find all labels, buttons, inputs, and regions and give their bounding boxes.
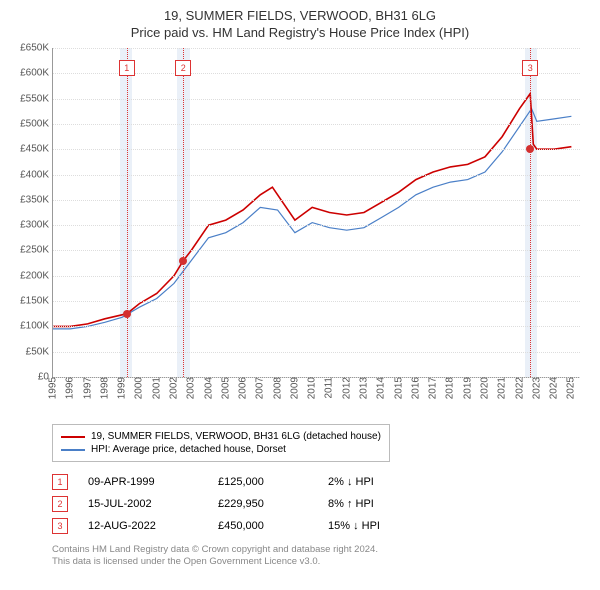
marker-dot — [179, 257, 187, 265]
x-axis-label: 1997 — [82, 377, 93, 403]
marker-vline — [530, 48, 531, 377]
x-axis-label: 2006 — [238, 377, 249, 403]
x-axis-label: 2021 — [497, 377, 508, 403]
marker-box: 2 — [175, 60, 191, 76]
sale-row: 1 09-APR-1999 £125,000 2% ↓ HPI — [52, 474, 588, 490]
y-axis-label: £350K — [20, 194, 53, 205]
x-axis-label: 1999 — [117, 377, 128, 403]
x-axis-label: 2011 — [324, 377, 335, 403]
marker-box: 3 — [522, 60, 538, 76]
legend-label: 19, SUMMER FIELDS, VERWOOD, BH31 6LG (de… — [91, 431, 381, 442]
sale-row: 3 12-AUG-2022 £450,000 15% ↓ HPI — [52, 518, 588, 534]
y-gridline — [53, 250, 580, 251]
sale-date: 12-AUG-2022 — [88, 520, 198, 532]
y-gridline — [53, 352, 580, 353]
x-axis-label: 2004 — [203, 377, 214, 403]
marker-vline — [127, 48, 128, 377]
sale-row: 2 15-JUL-2002 £229,950 8% ↑ HPI — [52, 496, 588, 512]
x-axis-label: 2024 — [549, 377, 560, 403]
x-axis-label: 2003 — [186, 377, 197, 403]
footer-line-2: This data is licensed under the Open Gov… — [52, 556, 588, 568]
y-gridline — [53, 301, 580, 302]
y-axis-label: £400K — [20, 169, 53, 180]
y-gridline — [53, 276, 580, 277]
sale-delta: 8% ↑ HPI — [328, 498, 438, 510]
x-axis-label: 1996 — [65, 377, 76, 403]
x-axis-label: 2005 — [220, 377, 231, 403]
x-axis-label: 2017 — [428, 377, 439, 403]
legend-swatch — [61, 436, 85, 438]
chart-container: 19, SUMMER FIELDS, VERWOOD, BH31 6LG Pri… — [0, 0, 600, 577]
marker-dot — [526, 145, 534, 153]
x-axis-label: 2013 — [359, 377, 370, 403]
sale-index: 1 — [52, 474, 68, 490]
legend-row: HPI: Average price, detached house, Dors… — [61, 444, 381, 455]
y-axis-label: £50K — [26, 346, 53, 357]
x-axis-label: 2000 — [134, 377, 145, 403]
y-gridline — [53, 149, 580, 150]
title-line-2: Price paid vs. HM Land Registry's House … — [12, 25, 588, 40]
x-axis-label: 1995 — [48, 377, 59, 403]
y-axis-label: £300K — [20, 220, 53, 231]
x-axis-label: 2001 — [151, 377, 162, 403]
y-axis-label: £600K — [20, 68, 53, 79]
footer-line-1: Contains HM Land Registry data © Crown c… — [52, 544, 588, 556]
series-line — [53, 109, 571, 329]
plot-area: £0£50K£100K£150K£200K£250K£300K£350K£400… — [52, 48, 580, 378]
legend-swatch — [61, 449, 85, 451]
y-axis-label: £650K — [20, 43, 53, 54]
y-gridline — [53, 175, 580, 176]
sale-price: £450,000 — [218, 520, 308, 532]
title-line-1: 19, SUMMER FIELDS, VERWOOD, BH31 6LG — [12, 8, 588, 23]
footer: Contains HM Land Registry data © Crown c… — [52, 544, 588, 569]
sale-date: 09-APR-1999 — [88, 476, 198, 488]
sales-table: 1 09-APR-1999 £125,000 2% ↓ HPI 2 15-JUL-2002… — [52, 474, 588, 534]
x-axis-label: 2018 — [445, 377, 456, 403]
x-axis-label: 2010 — [307, 377, 318, 403]
sale-date: 15-JUL-2002 — [88, 498, 198, 510]
x-axis-label: 2009 — [289, 377, 300, 403]
sale-index: 3 — [52, 518, 68, 534]
x-axis-label: 2002 — [168, 377, 179, 403]
y-gridline — [53, 99, 580, 100]
y-gridline — [53, 48, 580, 49]
y-axis-label: £450K — [20, 144, 53, 155]
sale-price: £229,950 — [218, 498, 308, 510]
y-gridline — [53, 124, 580, 125]
x-axis-label: 2022 — [514, 377, 525, 403]
y-gridline — [53, 326, 580, 327]
y-axis-label: £100K — [20, 321, 53, 332]
series-line — [53, 94, 571, 327]
x-axis-label: 2016 — [410, 377, 421, 403]
y-axis-label: £250K — [20, 245, 53, 256]
y-gridline — [53, 225, 580, 226]
marker-vline — [183, 48, 184, 377]
legend-row: 19, SUMMER FIELDS, VERWOOD, BH31 6LG (de… — [61, 431, 381, 442]
x-axis-label: 2019 — [462, 377, 473, 403]
x-axis-label: 2014 — [376, 377, 387, 403]
x-axis-label: 2015 — [393, 377, 404, 403]
y-axis-label: £200K — [20, 270, 53, 281]
sale-index: 2 — [52, 496, 68, 512]
x-axis-label: 2012 — [341, 377, 352, 403]
marker-dot — [123, 310, 131, 318]
sale-delta: 15% ↓ HPI — [328, 520, 438, 532]
marker-box: 1 — [119, 60, 135, 76]
sale-price: £125,000 — [218, 476, 308, 488]
x-axis-label: 2025 — [566, 377, 577, 403]
y-axis-label: £500K — [20, 118, 53, 129]
x-axis-label: 2007 — [255, 377, 266, 403]
x-axis-label: 1998 — [99, 377, 110, 403]
legend: 19, SUMMER FIELDS, VERWOOD, BH31 6LG (de… — [52, 424, 390, 462]
y-gridline — [53, 200, 580, 201]
x-axis-label: 2008 — [272, 377, 283, 403]
x-axis-label: 2023 — [531, 377, 542, 403]
y-axis-label: £150K — [20, 296, 53, 307]
line-svg — [53, 48, 580, 377]
y-axis-label: £550K — [20, 93, 53, 104]
x-axis-label: 2020 — [479, 377, 490, 403]
sale-delta: 2% ↓ HPI — [328, 476, 438, 488]
legend-label: HPI: Average price, detached house, Dors… — [91, 444, 286, 455]
chart-area: £0£50K£100K£150K£200K£250K£300K£350K£400… — [52, 48, 580, 378]
